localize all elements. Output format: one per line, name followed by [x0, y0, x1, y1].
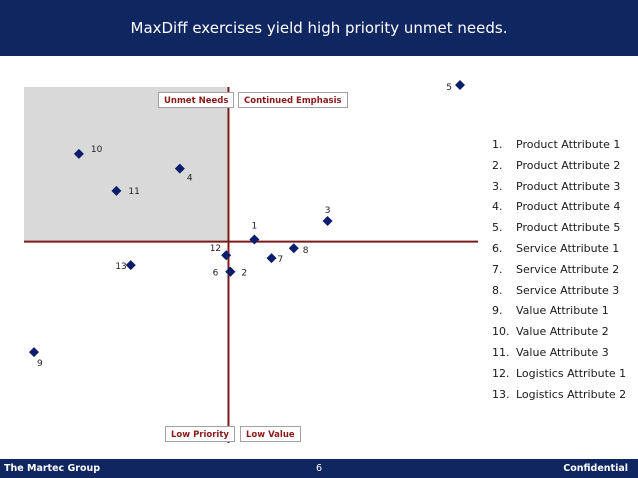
- data-point-label-9: 9: [37, 359, 43, 369]
- data-point-label-5: 5: [446, 83, 452, 93]
- data-point-label-13: 13: [115, 262, 126, 272]
- legend-item-number: 12.: [492, 366, 510, 380]
- legend-item-label: Service Attribute 2: [516, 262, 620, 276]
- legend-item-number: 5.: [492, 221, 503, 235]
- data-point-marker-6: [225, 266, 236, 277]
- legend-item-number: 6.: [492, 241, 503, 255]
- data-point-label-10: 10: [91, 145, 103, 155]
- legend-item-label: Product Attribute 5: [516, 221, 621, 235]
- data-point-label-7: 7: [278, 255, 284, 265]
- legend-item: 7. Service Attribute 2: [492, 260, 626, 281]
- footer-confidential: Confidential: [563, 463, 628, 474]
- data-point-marker-5: [455, 80, 465, 90]
- data-point-marker-1: [249, 234, 260, 245]
- legend-item: 4. Product Attribute 4: [492, 197, 626, 218]
- legend-item: 10. Value Attribute 2: [492, 322, 626, 343]
- data-point-marker-8: [288, 243, 299, 254]
- legend-item-label: Value Attribute 3: [516, 345, 609, 359]
- legend-item-label: Service Attribute 1: [516, 241, 620, 255]
- legend-item-number: 11.: [492, 345, 510, 359]
- data-point-label-6: 6: [213, 269, 219, 279]
- legend-item-number: 3.: [492, 179, 503, 193]
- footer-company: The Martec Group: [4, 463, 101, 474]
- legend-item-label: Product Attribute 3: [516, 179, 621, 193]
- data-point-marker-4: [174, 163, 185, 174]
- data-point-marker-9: [29, 347, 39, 358]
- data-point-marker-7: [266, 253, 277, 264]
- legend-item-number: 2.: [492, 158, 503, 172]
- legend-item: 13. Logistics Attribute 2: [492, 385, 626, 406]
- data-point-marker-3: [322, 216, 333, 227]
- legend-item: 11. Value Attribute 3: [492, 343, 626, 364]
- data-point-marker-10: [73, 148, 84, 159]
- data-point-label-3: 3: [325, 206, 331, 216]
- data-point-marker-11: [111, 185, 122, 196]
- quadrant-label-low-value: Low Value: [240, 426, 301, 442]
- legend-item-label: Logistics Attribute 1: [516, 366, 627, 380]
- quadrant-label-unmet-needs: Unmet Needs: [158, 92, 235, 108]
- legend-item: 1. Product Attribute 1: [492, 135, 626, 156]
- legend-item-number: 7.: [492, 262, 503, 276]
- legend-item-label: Product Attribute 4: [516, 200, 621, 214]
- slide-title: MaxDiff exercises yield high priority un…: [130, 19, 508, 37]
- attribute-legend: 1. Product Attribute 1 2. Product Attribute…: [492, 135, 626, 405]
- legend-item: 12. Logistics Attribute 1: [492, 364, 626, 385]
- footer-page-number: 6: [316, 463, 323, 474]
- legend-item-number: 1.: [492, 138, 503, 151]
- unmet-needs-shaded-quadrant: [24, 87, 229, 242]
- legend-item-label: Service Attribute 3: [516, 283, 620, 297]
- data-point-label-1: 1: [252, 222, 258, 232]
- legend-item: 2. Product Attribute 2: [492, 156, 626, 177]
- data-point-label-11: 11: [128, 187, 139, 197]
- legend-item: 9. Value Attribute 1: [492, 301, 626, 322]
- legend-item-label: Value Attribute 2: [516, 325, 609, 339]
- legend-item: 8. Service Attribute 3: [492, 281, 626, 302]
- legend-item-label: Value Attribute 1: [516, 304, 609, 318]
- data-point-label-8: 8: [303, 246, 309, 256]
- quadrant-label-continued-emphasis: Continued Emphasis: [238, 92, 348, 108]
- slide-footer: The Martec Group 6 Confidential: [0, 459, 638, 478]
- data-point-label-12: 12: [210, 244, 221, 254]
- legend-item: 5. Product Attribute 5: [492, 218, 626, 239]
- data-point-label-4: 4: [187, 174, 193, 184]
- legend-item-number: 13.: [492, 387, 510, 401]
- slide-header: MaxDiff exercises yield high priority un…: [0, 0, 638, 56]
- legend-item-number: 9.: [492, 304, 503, 318]
- legend-item-label: Product Attribute 2: [516, 158, 621, 172]
- quadrant-label-low-priority: Low Priority: [165, 426, 235, 442]
- legend-item-number: 10.: [492, 325, 510, 339]
- legend-item-label: Product Attribute 1: [516, 138, 621, 151]
- legend-item: 6. Service Attribute 1: [492, 239, 626, 260]
- legend-item-number: 4.: [492, 200, 503, 214]
- data-point-marker-13: [125, 260, 136, 271]
- legend-item: 3. Product Attribute 3: [492, 177, 626, 198]
- data-point-marker-12: [221, 250, 232, 261]
- legend-item-number: 8.: [492, 283, 503, 297]
- data-point-label-2: 2: [241, 269, 247, 279]
- legend-item-label: Logistics Attribute 2: [516, 387, 627, 401]
